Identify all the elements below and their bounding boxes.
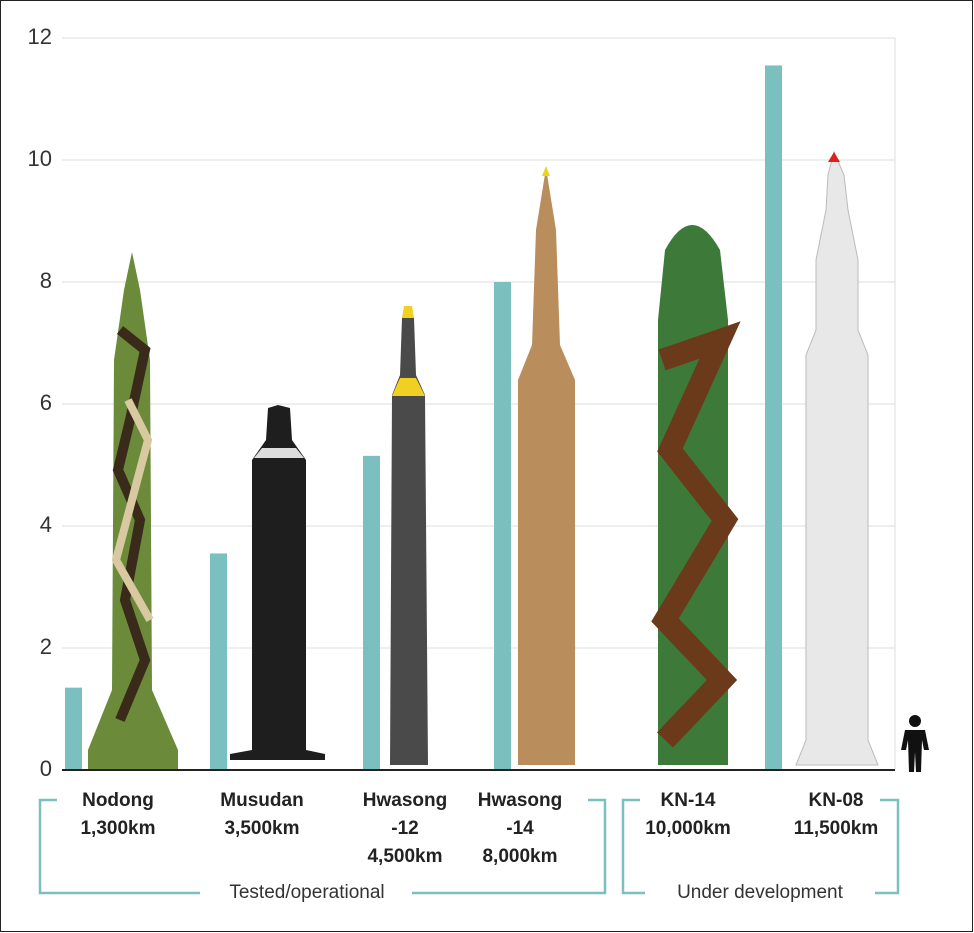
person-head (909, 715, 921, 727)
rocket-hwasong-14 (518, 168, 575, 765)
bar (210, 553, 227, 770)
camo (112, 326, 151, 722)
tip (402, 306, 414, 318)
rockets (88, 150, 929, 772)
category-label: KN-08 (809, 790, 864, 811)
category-label: 11,500km (794, 818, 879, 839)
y-tick-label: 6 (40, 390, 52, 415)
bracket-tested (38, 798, 607, 895)
tip (828, 152, 840, 162)
y-tick-label: 12 (28, 24, 52, 49)
person-body (901, 730, 929, 772)
category-label: 4,500km (367, 846, 442, 867)
group-label: Under development (677, 882, 844, 903)
category-label: Hwasong (478, 790, 562, 811)
rocket-hwasong-12 (390, 306, 428, 765)
rocket-musudan (230, 405, 325, 760)
camo (111, 398, 154, 622)
y-tick-label: 0 (40, 756, 52, 781)
band (392, 378, 425, 396)
category-label: 1,300km (80, 818, 155, 839)
category-label: -12 (391, 818, 418, 839)
y-tick-label: 4 (40, 512, 52, 537)
bar (494, 282, 511, 770)
rocket-kn-08 (795, 150, 879, 766)
bars (65, 65, 782, 770)
bar (765, 65, 782, 770)
category-label: KN-14 (661, 790, 716, 811)
category-label: Musudan (220, 790, 303, 811)
camo (651, 321, 741, 748)
category-label: -14 (506, 818, 534, 839)
bar (65, 687, 82, 770)
category-label: Hwasong (363, 790, 447, 811)
bracket-development (621, 798, 900, 895)
y-tick-label: 8 (40, 268, 52, 293)
group-label: Tested/operational (229, 882, 384, 903)
band (254, 448, 304, 458)
bar (363, 455, 380, 770)
tip (542, 166, 550, 176)
category-label: 3,500km (224, 818, 299, 839)
category-label: 8,000km (482, 846, 557, 867)
y-tick-label: 10 (28, 146, 52, 171)
y-tick-label: 2 (40, 634, 52, 659)
category-label: 10,000km (645, 818, 731, 839)
category-label: Nodong (82, 790, 154, 811)
